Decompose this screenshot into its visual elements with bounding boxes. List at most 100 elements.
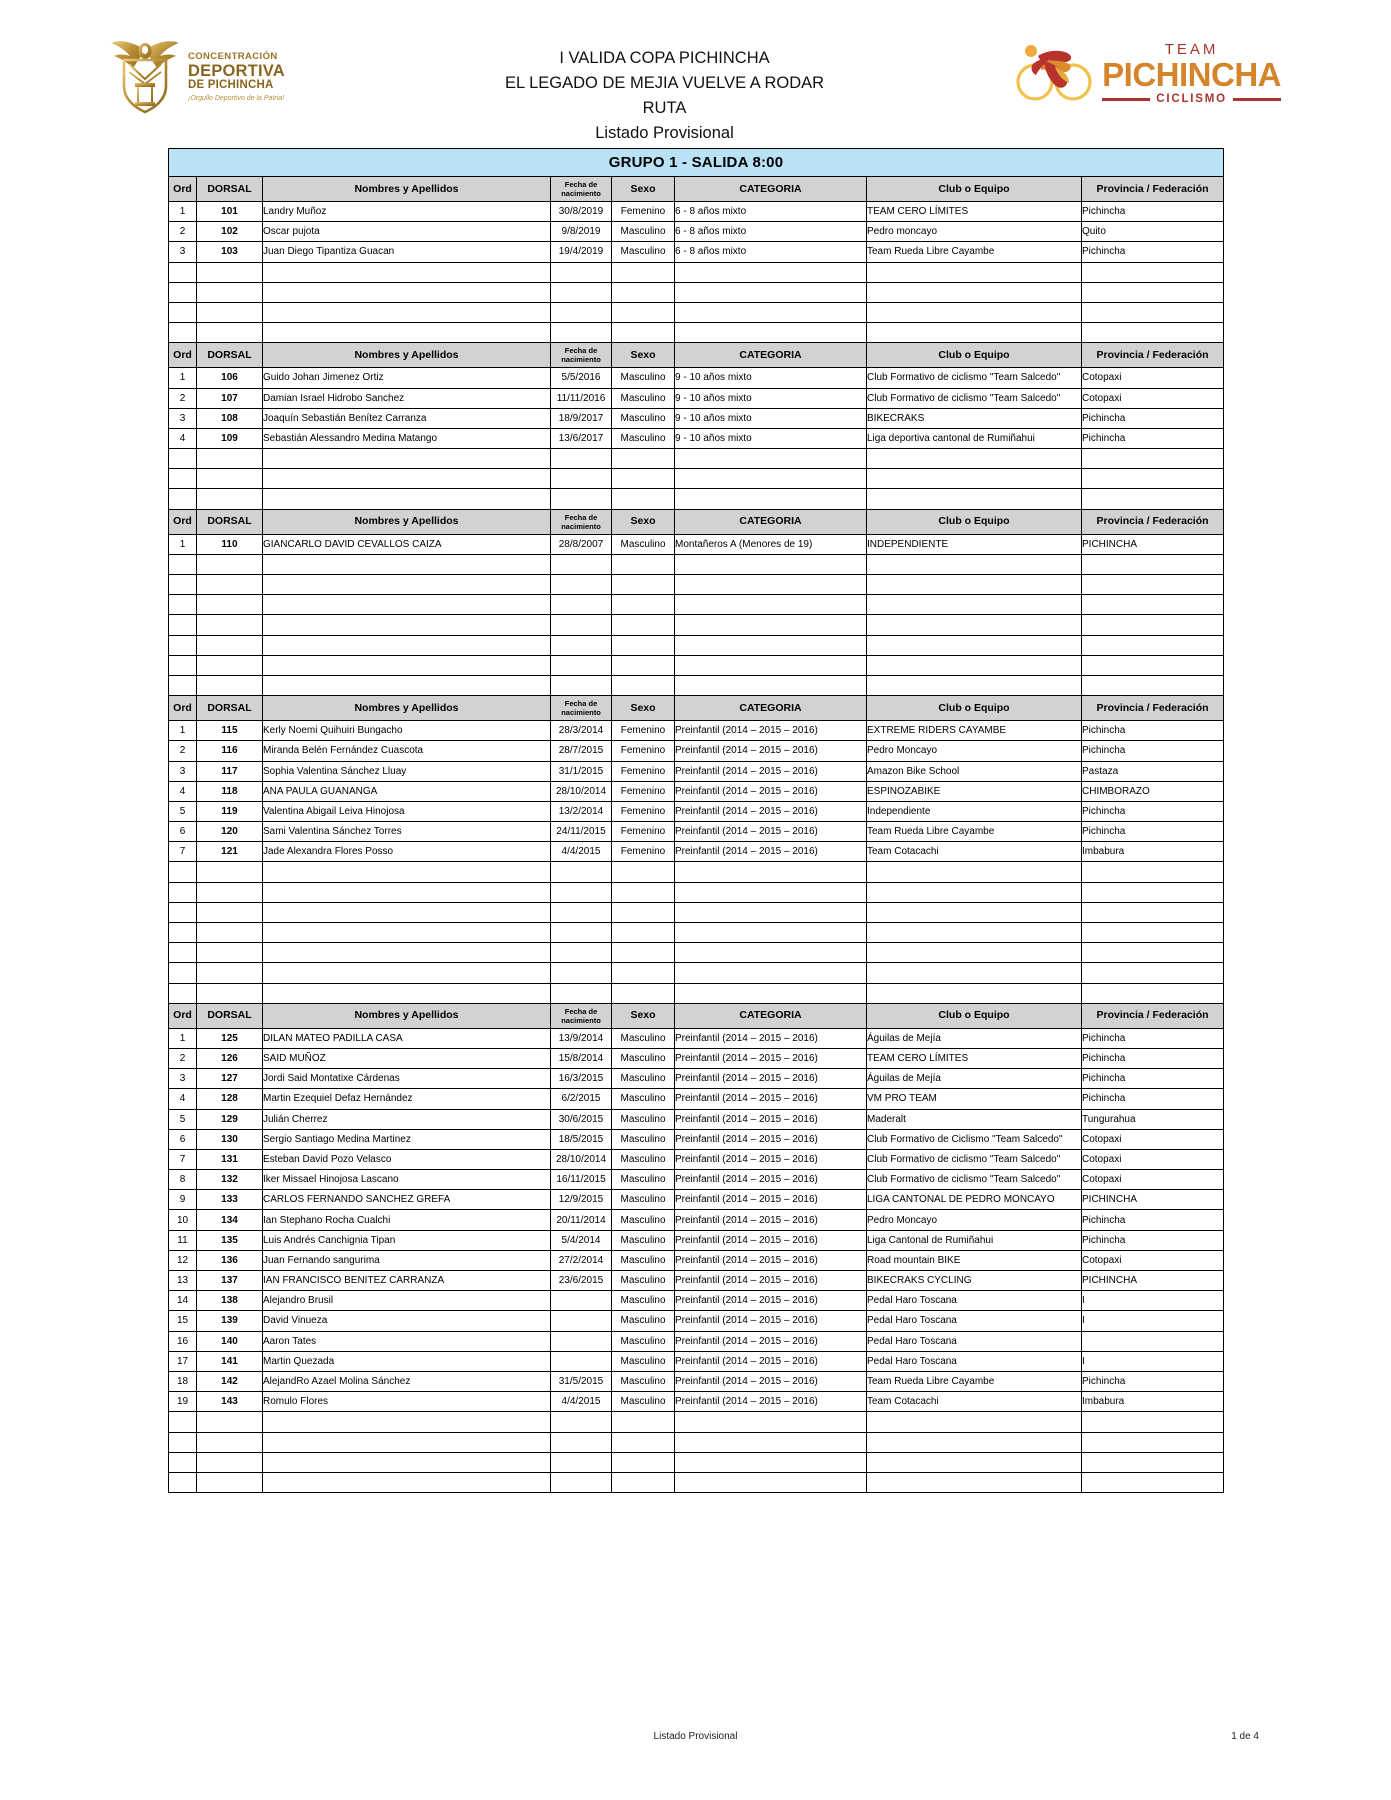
title-line-1: I VALIDA COPA PICHINCHA: [559, 49, 770, 67]
empty-cell: [866, 594, 1082, 616]
cell-ord: 1: [168, 720, 197, 742]
cell-dorsal: 119: [196, 800, 263, 823]
cell-sexo: Masculino: [611, 367, 675, 389]
empty-cell: [866, 573, 1082, 596]
cell-ord: 5: [168, 800, 197, 823]
empty-cell: [611, 674, 675, 697]
ciclismo-row: CICLISMO: [1102, 92, 1281, 106]
empty-cell: [674, 634, 867, 656]
cell-provincia: PICHINCHA: [1080, 1189, 1225, 1211]
cell-club: TEAM CERO LÍMITES: [866, 200, 1082, 223]
empty-cell: [262, 1451, 551, 1473]
cell-categoria: 6 - 8 años mixto: [674, 221, 867, 243]
empty-cell: [168, 942, 197, 964]
table-row: 1 106 Guido Johan Jimenez Ortiz 5/5/2016 Mas…: [168, 367, 1225, 389]
empty-table-row: [168, 1471, 1225, 1494]
cell-provincia: Pichincha: [1080, 407, 1225, 429]
cell-ord: 2: [168, 740, 197, 762]
cell-sexo: Masculino: [611, 1068, 675, 1090]
cell-fecha-nacimiento: [550, 1330, 612, 1352]
cell-dorsal: 138: [196, 1290, 263, 1312]
empty-cell: [674, 301, 867, 324]
empty-cell: [196, 448, 263, 470]
cell-ord: 1: [168, 533, 197, 555]
empty-cell: [550, 674, 612, 697]
empty-table-row: [168, 942, 1225, 964]
empty-cell: [196, 921, 263, 944]
empty-cell: [674, 881, 867, 903]
cell-club: Team Cotacachi: [866, 1391, 1082, 1413]
cell-dorsal: 102: [196, 221, 263, 243]
column-header-row: Ord DORSAL Nombres y Apellidos Fecha de naci…: [168, 176, 1225, 202]
startlist-table: GRUPO 1 - SALIDA 8:00 Ord DORSAL Nombres y …: [167, 148, 1225, 1494]
empty-cell: [262, 553, 551, 576]
cell-fecha-nacimiento: 15/8/2014: [550, 1047, 612, 1070]
empty-cell: [262, 942, 551, 964]
cell-fecha-nacimiento: 31/1/2015: [550, 760, 612, 782]
cell-nombre: Romulo Flores: [262, 1391, 551, 1413]
column-header-nombres: Nombres y Apellidos: [262, 695, 551, 722]
cell-club: Pedal Haro Toscana: [866, 1290, 1082, 1312]
cell-dorsal: 126: [196, 1047, 263, 1070]
cell-categoria: Preinfantil (2014 – 2015 – 2016): [674, 740, 867, 762]
empty-cell: [262, 1471, 551, 1494]
empty-cell: [550, 468, 612, 490]
cdp-line-2: DEPORTIVA: [188, 61, 285, 80]
empty-cell: [611, 861, 675, 883]
empty-cell: [1080, 921, 1225, 944]
empty-cell: [611, 921, 675, 944]
column-header-categoria: CATEGORIA: [674, 695, 867, 722]
empty-cell: [674, 942, 867, 964]
cell-fecha-nacimiento: 9/8/2019: [550, 221, 612, 243]
startlist-table-wrapper: GRUPO 1 - SALIDA 8:00 Ord DORSAL Nombres y …: [167, 148, 1225, 1494]
empty-table-row: [168, 261, 1225, 283]
cell-nombre: Valentina Abigail Leiva Hinojosa: [262, 800, 551, 823]
column-header-sexo: Sexo: [611, 695, 675, 722]
column-header-categoria: CATEGORIA: [674, 508, 867, 535]
cell-dorsal: 137: [196, 1269, 263, 1292]
empty-table-row: [168, 553, 1225, 576]
ciclismo-label: CICLISMO: [1156, 92, 1227, 105]
empty-cell: [196, 281, 263, 303]
empty-table-row: [168, 322, 1225, 344]
cell-ord: 3: [168, 760, 197, 782]
column-header-provincia: Provincia / Federación: [1080, 695, 1225, 722]
cell-sexo: Masculino: [611, 533, 675, 555]
cell-provincia: Quito: [1080, 221, 1225, 243]
concentracion-deportiva-pichincha-logo: CONCENTRACIÓN DEPORTIVA DE PICHINCHA ¡Or…: [108, 34, 318, 114]
cell-dorsal: 142: [196, 1370, 263, 1393]
empty-cell: [611, 468, 675, 490]
empty-cell: [866, 261, 1082, 283]
empty-cell: [866, 654, 1082, 676]
empty-cell: [550, 301, 612, 324]
cell-fecha-nacimiento: 5/5/2016: [550, 367, 612, 389]
page-number: 1 de 4: [1231, 1730, 1259, 1742]
empty-cell: [196, 901, 263, 924]
empty-cell: [674, 488, 867, 510]
empty-cell: [611, 654, 675, 676]
cell-nombre: Sebastián Alessandro Medina Matango: [262, 427, 551, 450]
column-header-row: Ord DORSAL Nombres y Apellidos Fecha de naci…: [168, 508, 1225, 535]
empty-cell: [550, 614, 612, 636]
cell-fecha-nacimiento: [550, 1350, 612, 1372]
empty-cell: [674, 1431, 867, 1453]
cell-nombre: Aaron Tates: [262, 1330, 551, 1352]
cell-sexo: Femenino: [611, 821, 675, 843]
cell-club: Club Formativo de ciclismo "Team Salcedo…: [866, 387, 1082, 409]
empty-cell: [168, 573, 197, 596]
empty-cell: [196, 654, 263, 676]
cell-dorsal: 115: [196, 720, 263, 742]
empty-cell: [168, 982, 197, 1004]
cell-provincia: Pichincha: [1080, 427, 1225, 450]
cell-club: Liga deportiva cantonal de Rumiñahui: [866, 427, 1082, 450]
table-row: 4 118 ANA PAULA GUANANGA 28/10/2014 Femenino…: [168, 780, 1225, 802]
cell-nombre: Julián Cherrez: [262, 1108, 551, 1130]
empty-cell: [674, 654, 867, 676]
empty-cell: [866, 634, 1082, 656]
empty-cell: [262, 861, 551, 883]
table-row: 3 108 Joaquín Sebastián Benítez Carranza 18…: [168, 407, 1225, 429]
cell-categoria: 9 - 10 años mixto: [674, 427, 867, 450]
cell-club: Team Rueda Libre Cayambe: [866, 241, 1082, 263]
empty-cell: [1080, 962, 1225, 984]
cell-club: ESPINOZABIKE: [866, 780, 1082, 802]
